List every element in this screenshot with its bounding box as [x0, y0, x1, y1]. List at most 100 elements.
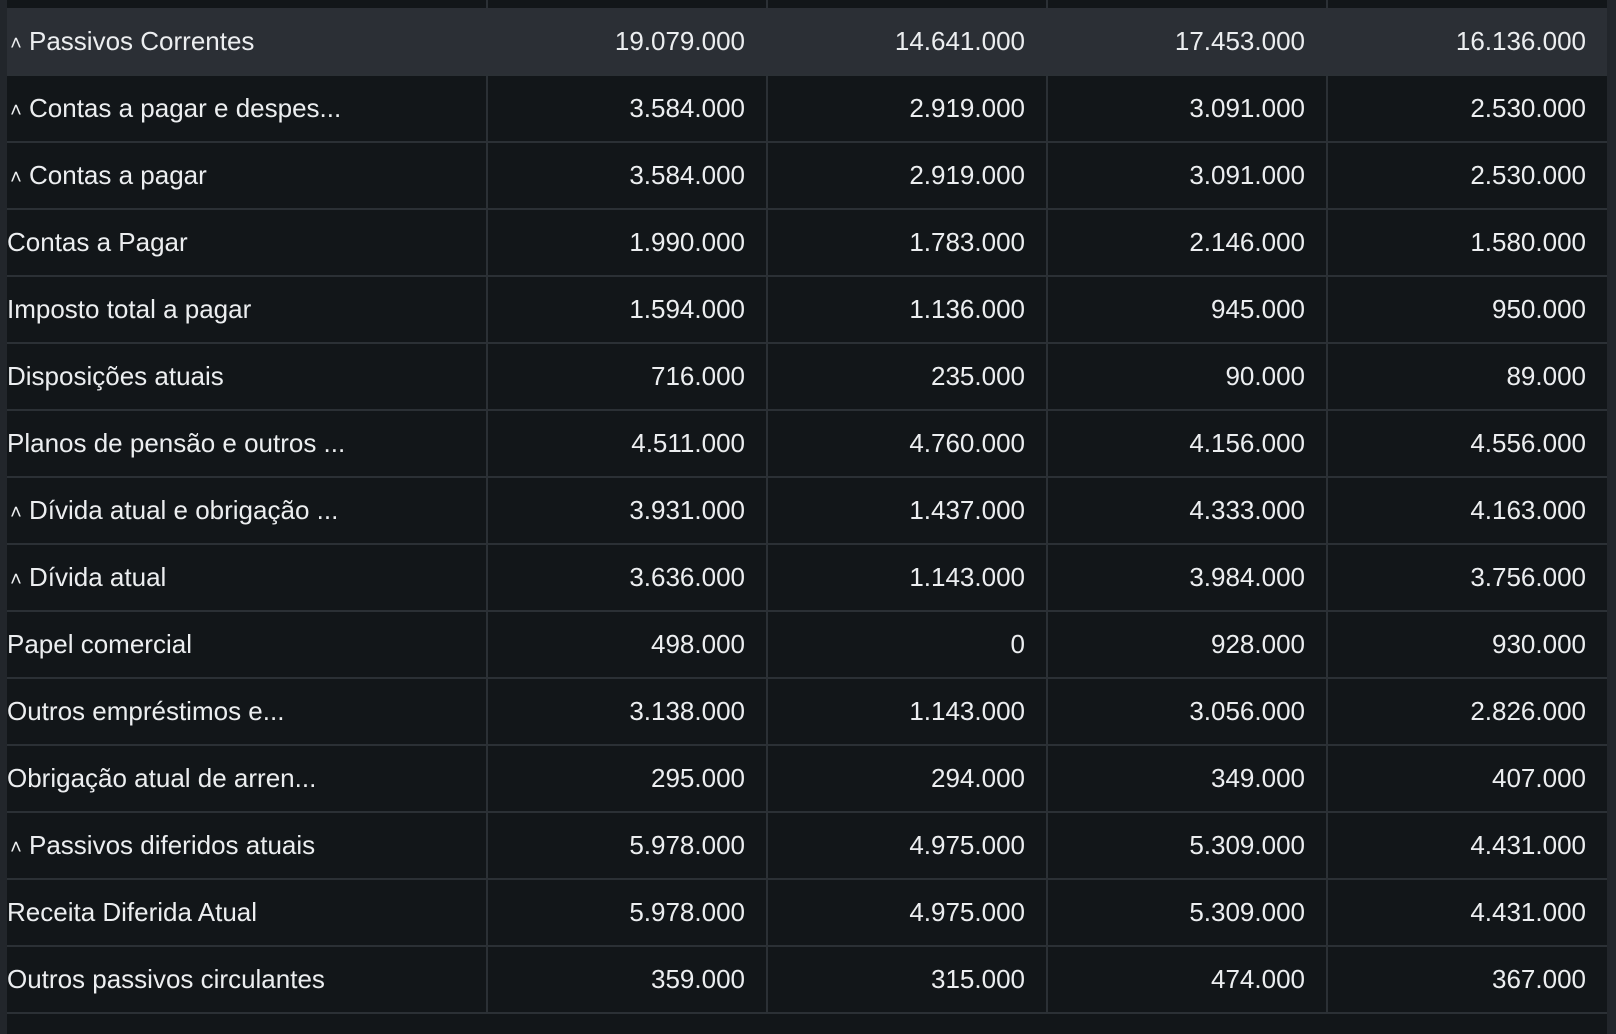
value-cell: 1.990.000 [487, 209, 768, 277]
value-cell: 930.000 [1327, 611, 1607, 679]
value-cell: 4.556.000 [1327, 410, 1607, 478]
value-cell: 367.000 [1327, 946, 1607, 1014]
value-cell: 2.919.000 [767, 75, 1048, 143]
row-label: Dívida atual e obrigação ... [29, 495, 339, 525]
value-cell: 4.156.000 [1047, 410, 1328, 478]
chevron-up-icon[interactable]: ˄ [10, 32, 22, 55]
value-cell: 3.056.000 [1047, 678, 1328, 746]
chevron-up-icon[interactable]: ˄ [10, 167, 22, 189]
value-cell: 3.984.000 [1047, 544, 1328, 612]
value-cell: 3.584.000 [487, 75, 768, 143]
value-cell: 407.000 [1327, 745, 1607, 813]
row-label-cell[interactable]: ˄ Passivos diferidos atuais [7, 812, 488, 880]
value-cell: 1.594.000 [487, 276, 768, 344]
table-row: Outros empréstimos e... 3.138.000 1.143.00… [7, 678, 1607, 746]
value-cell: 1.437.000 [767, 477, 1048, 545]
value-cell: 235.000 [767, 343, 1048, 411]
table-row: Papel comercial 498.000 0 928.000 930.000 [7, 611, 1607, 679]
value-cell: 295.000 [487, 745, 768, 813]
row-label-cell: Disposições atuais [7, 343, 488, 411]
value-cell: 4.333.000 [1047, 477, 1328, 545]
value-cell: 359.000 [487, 946, 768, 1014]
value-cell: 4.163.000 [1327, 477, 1607, 545]
table-row: Contas a Pagar 1.990.000 1.783.000 2.146.00… [7, 209, 1607, 277]
value-cell: 5.978.000 [487, 812, 768, 880]
row-label: Papel comercial [7, 629, 192, 659]
table-row[interactable]: ˄ Passivos diferidos atuais 5.978.000 4.975… [7, 812, 1607, 880]
balance-sheet-table: ˄ Passivos Correntes 19.079.000 14.641.000 1… [7, 8, 1607, 1014]
table-body: ˄ Passivos Correntes 19.079.000 14.641.000 1… [7, 8, 1607, 1014]
table-row: Obrigação atual de arren... 295.000 294.00… [7, 745, 1607, 813]
row-label-cell[interactable]: ˄ Passivos Correntes [7, 8, 488, 76]
value-cell: 4.431.000 [1327, 879, 1607, 947]
value-cell: 14.641.000 [767, 8, 1048, 76]
row-label-cell[interactable]: ˄ Dívida atual [7, 544, 488, 612]
value-cell: 0 [767, 611, 1048, 679]
value-cell: 1.783.000 [767, 209, 1048, 277]
value-cell: 3.636.000 [487, 544, 768, 612]
value-cell: 1.143.000 [767, 544, 1048, 612]
row-label: Obrigação atual de arren... [7, 763, 317, 793]
value-cell: 294.000 [767, 745, 1048, 813]
chevron-up-icon[interactable]: ˄ [10, 837, 22, 859]
value-cell: 4.760.000 [767, 410, 1048, 478]
value-cell: 19.079.000 [487, 8, 768, 76]
row-label: Outros empréstimos e... [7, 696, 285, 726]
value-cell: 2.530.000 [1327, 75, 1607, 143]
value-cell: 2.146.000 [1047, 209, 1328, 277]
value-cell: 498.000 [487, 611, 768, 679]
value-cell: 928.000 [1047, 611, 1328, 679]
value-cell: 17.453.000 [1047, 8, 1328, 76]
row-label: Receita Diferida Atual [7, 897, 258, 927]
value-cell: 4.431.000 [1327, 812, 1607, 880]
table-row: Receita Diferida Atual 5.978.000 4.975.000… [7, 879, 1607, 947]
value-cell: 4.975.000 [767, 879, 1048, 947]
value-cell: 1.143.000 [767, 678, 1048, 746]
value-cell: 5.978.000 [487, 879, 768, 947]
row-label: Outros passivos circulantes [7, 964, 325, 994]
row-label: Disposições atuais [7, 361, 224, 391]
value-cell: 349.000 [1047, 745, 1328, 813]
row-label: Planos de pensão e outros ... [7, 428, 346, 458]
row-label-cell[interactable]: ˄ Contas a pagar [7, 142, 488, 210]
row-label-cell: Planos de pensão e outros ... [7, 410, 488, 478]
value-cell: 3.091.000 [1047, 75, 1328, 143]
value-cell: 4.975.000 [767, 812, 1048, 880]
value-cell: 3.584.000 [487, 142, 768, 210]
row-label: Contas a pagar [29, 160, 207, 190]
table-row: Disposições atuais 716.000 235.000 90.000 89… [7, 343, 1607, 411]
row-label-cell[interactable]: ˄ Dívida atual e obrigação ... [7, 477, 488, 545]
table-row[interactable]: ˄ Contas a pagar e despes... 3.584.000 2.91… [7, 75, 1607, 143]
value-cell: 2.919.000 [767, 142, 1048, 210]
chevron-up-icon[interactable]: ˄ [10, 100, 22, 122]
row-label: Passivos Correntes [29, 25, 255, 56]
table-row[interactable]: ˄ Dívida atual e obrigação ... 3.931.000 1.… [7, 477, 1607, 545]
table-row[interactable]: ˄ Passivos Correntes 19.079.000 14.641.000 1… [7, 8, 1607, 76]
row-label-cell: Outros passivos circulantes [7, 946, 488, 1014]
value-cell: 5.309.000 [1047, 812, 1328, 880]
table-row[interactable]: ˄ Contas a pagar 3.584.000 2.919.000 3.091.0… [7, 142, 1607, 210]
value-cell: 90.000 [1047, 343, 1328, 411]
value-cell: 716.000 [487, 343, 768, 411]
table-row[interactable]: ˄ Dívida atual 3.636.000 1.143.000 3.984.000… [7, 544, 1607, 612]
row-label-cell: Imposto total a pagar [7, 276, 488, 344]
row-label-cell: Contas a Pagar [7, 209, 488, 277]
value-cell: 2.530.000 [1327, 142, 1607, 210]
value-cell: 1.580.000 [1327, 209, 1607, 277]
financial-table-container: ˄ Passivos Correntes 19.079.000 14.641.000 1… [7, 0, 1607, 1034]
value-cell: 2.826.000 [1327, 678, 1607, 746]
value-cell: 16.136.000 [1327, 8, 1607, 76]
row-label-cell: Papel comercial [7, 611, 488, 679]
value-cell: 945.000 [1047, 276, 1328, 344]
table-top-edge [7, 0, 1607, 8]
table-row: Planos de pensão e outros ... 4.511.000 4.… [7, 410, 1607, 478]
row-label-cell: Receita Diferida Atual [7, 879, 488, 947]
chevron-up-icon[interactable]: ˄ [10, 569, 22, 591]
value-cell: 474.000 [1047, 946, 1328, 1014]
value-cell: 3.756.000 [1327, 544, 1607, 612]
row-label: Passivos diferidos atuais [29, 830, 316, 860]
row-label-cell[interactable]: ˄ Contas a pagar e despes... [7, 75, 488, 143]
chevron-up-icon[interactable]: ˄ [10, 502, 22, 524]
value-cell: 4.511.000 [487, 410, 768, 478]
value-cell: 315.000 [767, 946, 1048, 1014]
